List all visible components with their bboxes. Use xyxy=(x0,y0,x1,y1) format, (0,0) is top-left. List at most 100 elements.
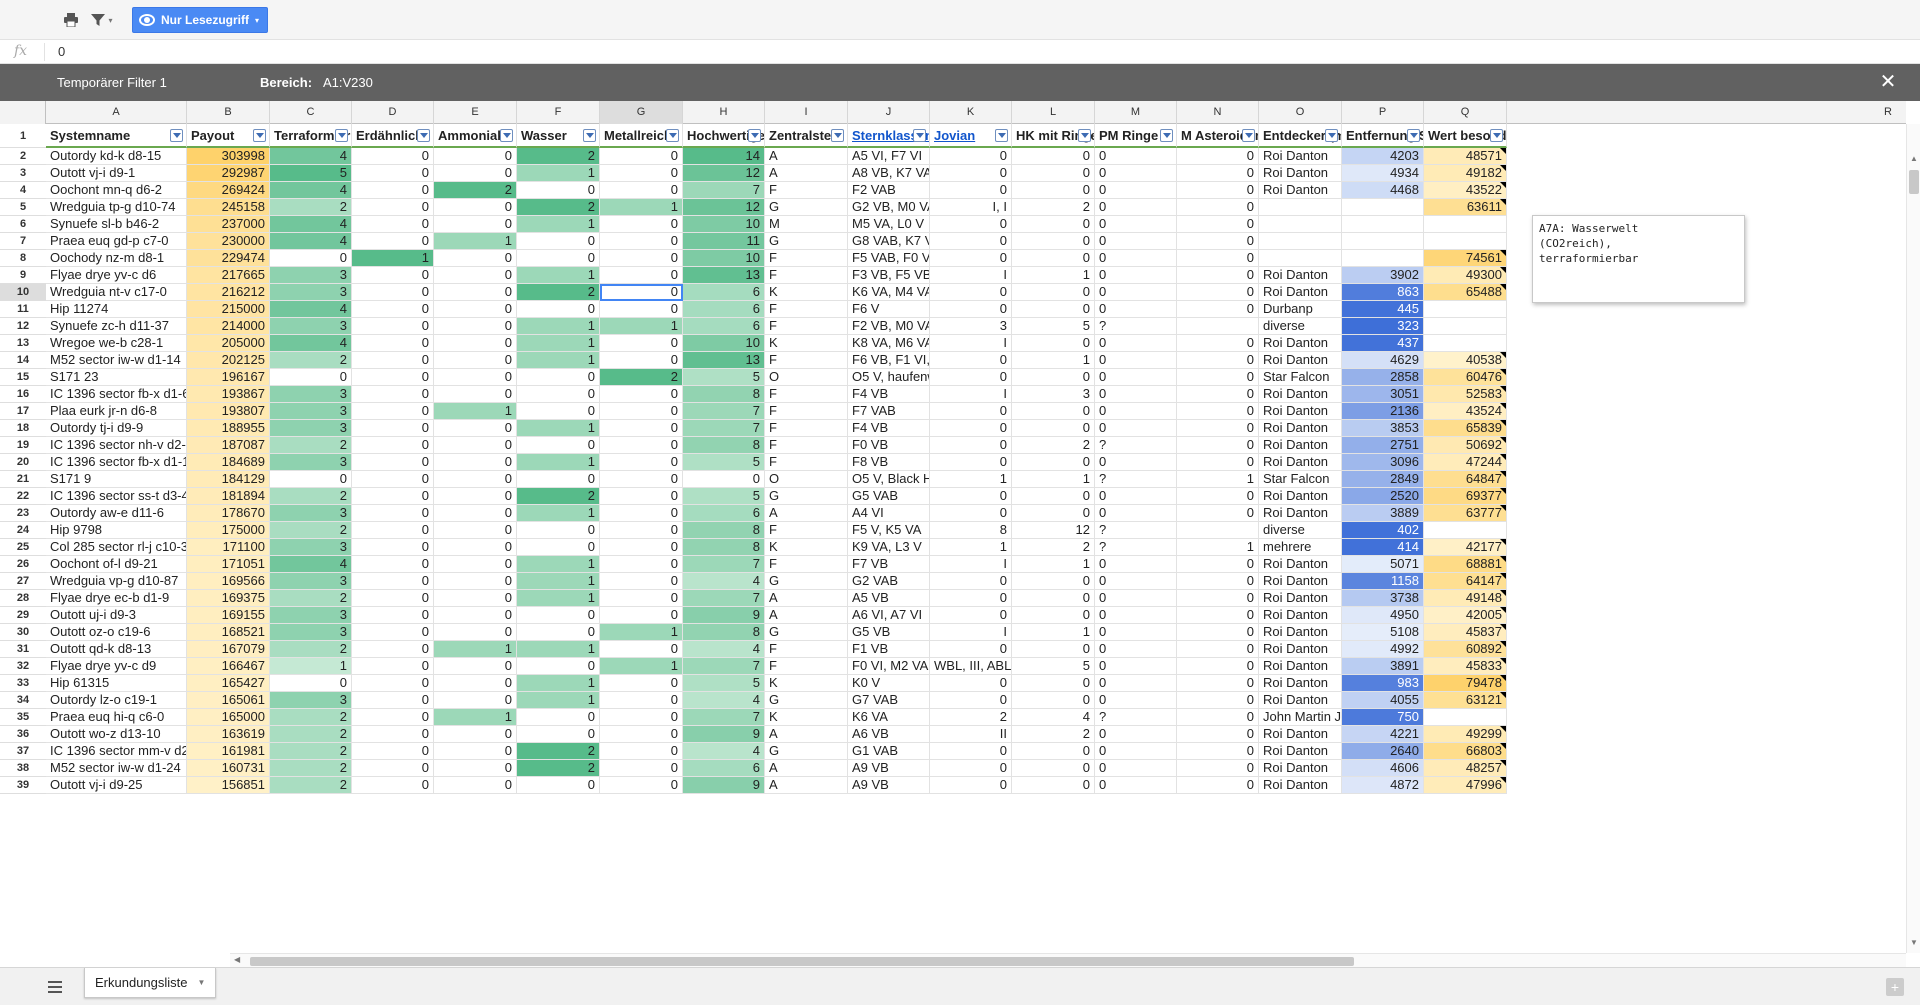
cell-M[interactable]: 0 xyxy=(1095,267,1177,284)
cell-G[interactable]: 0 xyxy=(600,216,683,233)
cell-N[interactable]: 0 xyxy=(1177,692,1259,709)
cell-O[interactable]: Roi Danton xyxy=(1259,182,1342,199)
cell-Q[interactable]: 63777 xyxy=(1424,505,1507,522)
cell-J[interactable]: A5 VB xyxy=(848,590,930,607)
column-title-E[interactable]: Ammoniak xyxy=(434,124,517,148)
cell-E[interactable]: 0 xyxy=(434,437,517,454)
cell-M[interactable]: 0 xyxy=(1095,284,1177,301)
cell-L[interactable]: 0 xyxy=(1012,165,1095,182)
cell-Q[interactable]: 43524 xyxy=(1424,403,1507,420)
cell-F[interactable]: 1 xyxy=(517,590,600,607)
cell-O[interactable]: Roi Danton xyxy=(1259,352,1342,369)
cell-P[interactable] xyxy=(1342,250,1424,267)
row-header[interactable]: 15 xyxy=(0,369,46,386)
cell-C[interactable]: 3 xyxy=(270,454,352,471)
cell-B[interactable]: 184129 xyxy=(187,471,270,488)
close-icon[interactable]: ✕ xyxy=(1879,71,1897,93)
row-header[interactable]: 13 xyxy=(0,335,46,352)
cell-C[interactable]: 3 xyxy=(270,607,352,624)
filter-dropdown-icon[interactable] xyxy=(1490,129,1503,142)
cell-A[interactable]: Outordy lz-o c19-1 xyxy=(46,692,187,709)
cell-H[interactable]: 4 xyxy=(683,692,765,709)
cell-M[interactable]: 0 xyxy=(1095,420,1177,437)
column-title-L[interactable]: HK mit Ringe xyxy=(1012,124,1095,148)
column-title-Q[interactable]: Wert besonde xyxy=(1424,124,1507,148)
cell-L[interactable]: 0 xyxy=(1012,675,1095,692)
cell-A[interactable]: Praea euq gd-p c7-0 xyxy=(46,233,187,250)
cell-N[interactable]: 0 xyxy=(1177,352,1259,369)
select-all-corner[interactable] xyxy=(0,101,46,124)
cell-B[interactable]: 193807 xyxy=(187,403,270,420)
cell-B[interactable]: 229474 xyxy=(187,250,270,267)
sheet-tab-erkundungsliste[interactable]: Erkundungsliste ▼ xyxy=(84,968,217,998)
cell-A[interactable]: Outott uj-i d9-3 xyxy=(46,607,187,624)
cell-J[interactable]: F2 VB, M0 VA, Y xyxy=(848,318,930,335)
column-header-A[interactable]: A xyxy=(46,101,187,124)
cell-D[interactable]: 1 xyxy=(352,250,434,267)
cell-C[interactable]: 2 xyxy=(270,641,352,658)
cell-F[interactable]: 0 xyxy=(517,369,600,386)
cell-N[interactable] xyxy=(1177,318,1259,335)
vertical-scroll-thumb[interactable] xyxy=(1909,170,1919,194)
cell-F[interactable]: 1 xyxy=(517,165,600,182)
cell-F[interactable]: 0 xyxy=(517,607,600,624)
cell-H[interactable]: 7 xyxy=(683,556,765,573)
cell-J[interactable]: K6 VA xyxy=(848,709,930,726)
cell-G[interactable]: 0 xyxy=(600,709,683,726)
cell-Q[interactable]: 65488 xyxy=(1424,284,1507,301)
cell-F[interactable]: 1 xyxy=(517,556,600,573)
cell-E[interactable]: 0 xyxy=(434,590,517,607)
cell-N[interactable]: 0 xyxy=(1177,182,1259,199)
column-header-B[interactable]: B xyxy=(187,101,270,124)
row-header[interactable]: 10 xyxy=(0,284,46,301)
cell-C[interactable]: 4 xyxy=(270,335,352,352)
cell-M[interactable]: 0 xyxy=(1095,301,1177,318)
cell-P[interactable]: 4950 xyxy=(1342,607,1424,624)
row-header[interactable]: 34 xyxy=(0,692,46,709)
row-header[interactable]: 26 xyxy=(0,556,46,573)
cell-K[interactable]: I xyxy=(930,386,1012,403)
cell-E[interactable]: 0 xyxy=(434,335,517,352)
cell-P[interactable]: 4934 xyxy=(1342,165,1424,182)
cell-J[interactable]: K6 VA, M4 VA xyxy=(848,284,930,301)
column-header-R[interactable]: R xyxy=(1884,106,1892,118)
row-header[interactable]: 6 xyxy=(0,216,46,233)
cell-P[interactable]: 445 xyxy=(1342,301,1424,318)
cell-D[interactable]: 0 xyxy=(352,369,434,386)
filter-view-name[interactable]: Temporärer Filter 1 xyxy=(57,75,167,90)
cell-B[interactable]: 214000 xyxy=(187,318,270,335)
cell-A[interactable]: S171 9 xyxy=(46,471,187,488)
cell-L[interactable]: 2 xyxy=(1012,539,1095,556)
cell-C[interactable]: 2 xyxy=(270,590,352,607)
row-header[interactable]: 11 xyxy=(0,301,46,318)
row-header[interactable]: 35 xyxy=(0,709,46,726)
cell-P[interactable]: 3891 xyxy=(1342,658,1424,675)
cell-N[interactable]: 0 xyxy=(1177,335,1259,352)
cell-P[interactable] xyxy=(1342,199,1424,216)
cell-M[interactable]: 0 xyxy=(1095,335,1177,352)
cell-L[interactable]: 0 xyxy=(1012,420,1095,437)
cell-K[interactable]: 0 xyxy=(930,505,1012,522)
cell-B[interactable]: 171051 xyxy=(187,556,270,573)
cell-N[interactable]: 0 xyxy=(1177,284,1259,301)
cell-E[interactable]: 0 xyxy=(434,573,517,590)
cell-I[interactable]: F xyxy=(765,437,848,454)
row-header[interactable]: 23 xyxy=(0,505,46,522)
row-header[interactable]: 37 xyxy=(0,743,46,760)
cell-O[interactable]: Roi Danton xyxy=(1259,675,1342,692)
cell-J[interactable]: F7 VB xyxy=(848,556,930,573)
cell-Q[interactable]: 49148 xyxy=(1424,590,1507,607)
cell-A[interactable]: IC 1396 sector fb-x d1-13 xyxy=(46,454,187,471)
cell-N[interactable]: 0 xyxy=(1177,709,1259,726)
cell-M[interactable]: 0 xyxy=(1095,386,1177,403)
cell-H[interactable]: 5 xyxy=(683,675,765,692)
cell-D[interactable]: 0 xyxy=(352,777,434,794)
cell-E[interactable]: 0 xyxy=(434,777,517,794)
cell-I[interactable]: F xyxy=(765,250,848,267)
cell-P[interactable]: 5071 xyxy=(1342,556,1424,573)
cell-M[interactable]: 0 xyxy=(1095,454,1177,471)
row-header[interactable]: 18 xyxy=(0,420,46,437)
cell-J[interactable]: F2 VAB xyxy=(848,182,930,199)
cell-A[interactable]: Outordy tj-i d9-9 xyxy=(46,420,187,437)
cell-M[interactable]: 0 xyxy=(1095,675,1177,692)
